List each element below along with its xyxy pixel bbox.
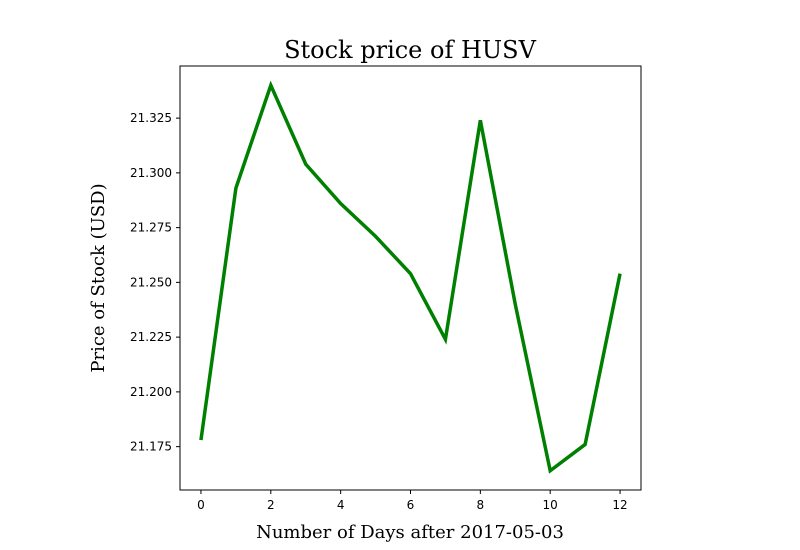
x-tick-label: 10	[543, 498, 558, 512]
plot-frame	[179, 65, 642, 491]
y-tick-label: 21.275	[130, 221, 172, 235]
y-tick-label: 21.300	[130, 166, 172, 180]
y-axis-label: Price of Stock (USD)	[88, 183, 109, 372]
plot-area: 0 2 4 6 8 10 12 21.175 21.200 21.225 21.250 21.275 2…	[130, 65, 642, 512]
y-tick-label: 21.200	[130, 385, 172, 399]
x-tick-label: 0	[197, 498, 205, 512]
y-tick-label: 21.325	[130, 111, 172, 125]
x-tick-label: 6	[407, 498, 415, 512]
x-axis-label: Number of Days after 2017-05-03	[256, 522, 564, 543]
x-tick-label: 4	[337, 498, 345, 512]
x-tick-label: 2	[267, 498, 275, 512]
x-tick-label: 12	[612, 498, 627, 512]
series-line	[199, 80, 622, 474]
y-tick-label: 21.175	[130, 440, 172, 454]
chart-title: Stock price of HUSV	[284, 36, 536, 64]
y-tick-label: 21.225	[130, 330, 172, 344]
x-tick-label: 8	[477, 498, 485, 512]
y-tick-label: 21.250	[130, 275, 172, 289]
